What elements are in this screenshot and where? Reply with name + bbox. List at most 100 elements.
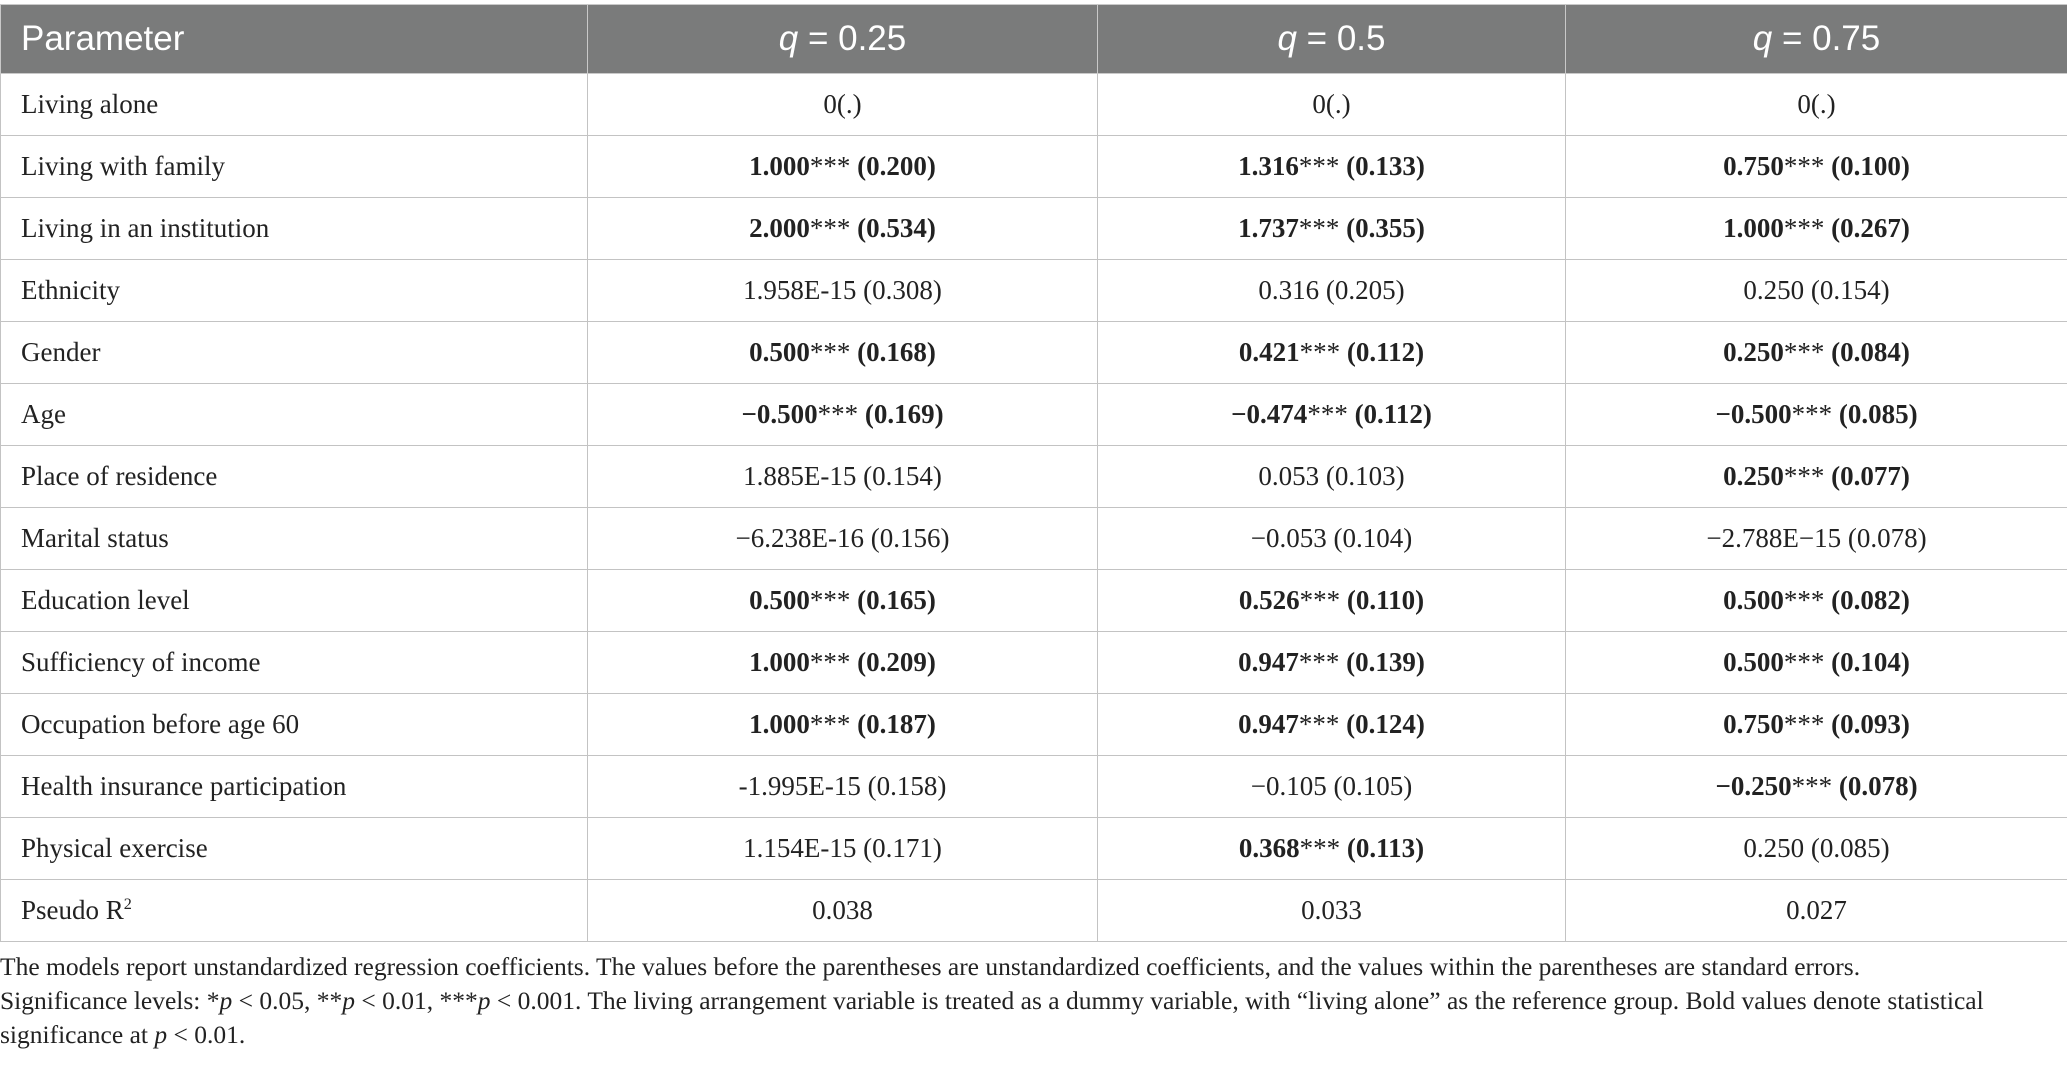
significance-stars: *** — [817, 399, 859, 429]
coefficient: 2.000 — [749, 213, 810, 243]
coefficient: 0.526 — [1238, 585, 1300, 615]
coefficient: 0(.) — [1312, 89, 1351, 119]
coefficient-cell: 0(.) — [1565, 73, 2067, 136]
coefficient-cell: −0.500*** (0.085) — [1565, 383, 2067, 446]
sig-part: < 0.001. The living arrangement variable… — [0, 986, 1984, 1049]
standard-error: (0.104) — [1824, 647, 1910, 677]
significance-stars: *** — [1783, 151, 1825, 181]
standard-error: (0.169) — [858, 399, 944, 429]
standard-error: (0.133) — [1339, 151, 1425, 181]
pseudo-r2-value: 0.038 — [587, 879, 1098, 942]
significance-stars: *** — [1791, 399, 1833, 429]
coefficient: −0.053 — [1250, 523, 1327, 553]
row-label: Physical exercise — [0, 817, 588, 880]
coefficient-cell: 1.885E-15 (0.154) — [587, 445, 1098, 508]
coefficient-cell: 2.000*** (0.534) — [587, 197, 1098, 260]
coefficient-cell: 0.947*** (0.139) — [1097, 631, 1566, 694]
standard-error: (0.534) — [850, 213, 936, 243]
coefficient: 1.737 — [1238, 213, 1299, 243]
coefficient-cell: 1.000*** (0.200) — [587, 135, 1098, 198]
row-label: Place of residence — [0, 445, 588, 508]
coefficient-cell: −0.500*** (0.169) — [587, 383, 1098, 446]
significance-stars: *** — [1783, 709, 1825, 739]
coefficient-cell: 0.947*** (0.124) — [1097, 693, 1566, 756]
standard-error: (0.165) — [850, 585, 936, 615]
q-value: = 0.5 — [1296, 19, 1386, 58]
p-symbol: p — [342, 986, 356, 1015]
table-row: Health insurance participation -1.995E-15… — [0, 755, 2067, 818]
significance-stars: *** — [1791, 771, 1833, 801]
coefficient-cell: 1.958E-15 (0.308) — [587, 259, 1098, 322]
header-q-025: q = 0.25 — [587, 4, 1098, 74]
table-row: Place of residence 1.885E-15 (0.154) 0.053… — [0, 445, 2067, 508]
coefficient: -1.995E-15 — [738, 771, 861, 801]
standard-error: (0.112) — [1340, 337, 1425, 367]
significance-stars: *** — [809, 585, 851, 615]
coefficient-cell: 1.154E-15 (0.171) — [587, 817, 1098, 880]
significance-stars: *** — [1298, 709, 1340, 739]
significance-stars: *** — [1783, 213, 1825, 243]
coefficient: 1.885E-15 — [743, 461, 857, 491]
sig-end: < 0.01. — [167, 1020, 246, 1049]
table-row: Living in an institution 2.000*** (0.534)… — [0, 197, 2067, 260]
coefficient-cell: −6.238E-16 (0.156) — [587, 507, 1098, 570]
coefficient-cell: 1.000*** (0.187) — [587, 693, 1098, 756]
row-label: Education level — [0, 569, 588, 632]
coefficient-cell: 0.750*** (0.100) — [1565, 135, 2067, 198]
coefficient: 0.750 — [1723, 151, 1784, 181]
table-row: Sufficiency of income 1.000*** (0.209) 0.9… — [0, 631, 2067, 694]
standard-error: (0.085) — [1804, 833, 1890, 863]
coefficient: −2.788E−15 — [1706, 523, 1842, 553]
standard-error: (0.113) — [1340, 833, 1425, 863]
sig-part: < 0.01, *** — [355, 986, 478, 1015]
p-symbol: p — [154, 1020, 168, 1049]
significance-stars: *** — [1299, 833, 1341, 863]
pseudo-r2-label: Pseudo R — [21, 895, 124, 925]
coefficient-cell: 0(.) — [1097, 73, 1566, 136]
coefficient-cell: 0.500*** (0.165) — [587, 569, 1098, 632]
coefficient: −0.500 — [1715, 399, 1792, 429]
row-label: Marital status — [0, 507, 588, 570]
q-symbol: q — [1277, 19, 1297, 58]
table-row: Marital status −6.238E-16 (0.156) −0.053 (… — [0, 507, 2067, 570]
p-symbol: p — [477, 986, 491, 1015]
coefficient: −0.250 — [1715, 771, 1792, 801]
significance-stars: *** — [809, 709, 851, 739]
table-row: Ethnicity 1.958E-15 (0.308) 0.316 (0.205) 0… — [0, 259, 2067, 322]
significance-stars: *** — [809, 151, 851, 181]
table-row: Living alone 0(.) 0(.) 0(.) — [0, 73, 2067, 136]
coefficient-cell: 0(.) — [587, 73, 1098, 136]
standard-error: (0.205) — [1319, 275, 1405, 305]
row-label: Ethnicity — [0, 259, 588, 322]
coefficient: 1.000 — [749, 647, 810, 677]
standard-error: (0.084) — [1824, 337, 1910, 367]
row-label: Living with family — [0, 135, 588, 198]
pseudo-r2-row: Pseudo R2 0.038 0.033 0.027 — [0, 879, 2067, 942]
significance-stars: *** — [1783, 461, 1825, 491]
significance-stars: *** — [1307, 399, 1348, 429]
coefficient-cell: 0.421*** (0.112) — [1097, 321, 1566, 384]
coefficient: 0.250 — [1723, 337, 1784, 367]
coefficient-cell: 0.750*** (0.093) — [1565, 693, 2067, 756]
standard-error: (0.112) — [1347, 399, 1432, 429]
coefficient: 0.947 — [1238, 647, 1299, 677]
coefficient-cell: 0.500*** (0.104) — [1565, 631, 2067, 694]
coefficient: 0(.) — [823, 89, 862, 119]
pseudo-r2-value: 0.033 — [1097, 879, 1566, 942]
significance-stars: *** — [1299, 585, 1341, 615]
standard-error: (0.100) — [1824, 151, 1910, 181]
coefficient-cell: 0.250 (0.154) — [1565, 259, 2067, 322]
coefficient-cell: 0.526*** (0.110) — [1097, 569, 1566, 632]
coefficient: 0.421 — [1238, 337, 1300, 367]
row-label: Age — [0, 383, 588, 446]
standard-error: (0.077) — [1824, 461, 1910, 491]
coefficient: 1.000 — [1723, 213, 1784, 243]
coefficient-cell: 0.250*** (0.084) — [1565, 321, 2067, 384]
coefficient-cell: −0.105 (0.105) — [1097, 755, 1566, 818]
row-label: Living alone — [0, 73, 588, 136]
coefficient-cell: -1.995E-15 (0.158) — [587, 755, 1098, 818]
significance-stars: *** — [1298, 213, 1340, 243]
standard-error: (0.355) — [1339, 213, 1425, 243]
significance-stars: *** — [809, 213, 851, 243]
row-label: Sufficiency of income — [0, 631, 588, 694]
